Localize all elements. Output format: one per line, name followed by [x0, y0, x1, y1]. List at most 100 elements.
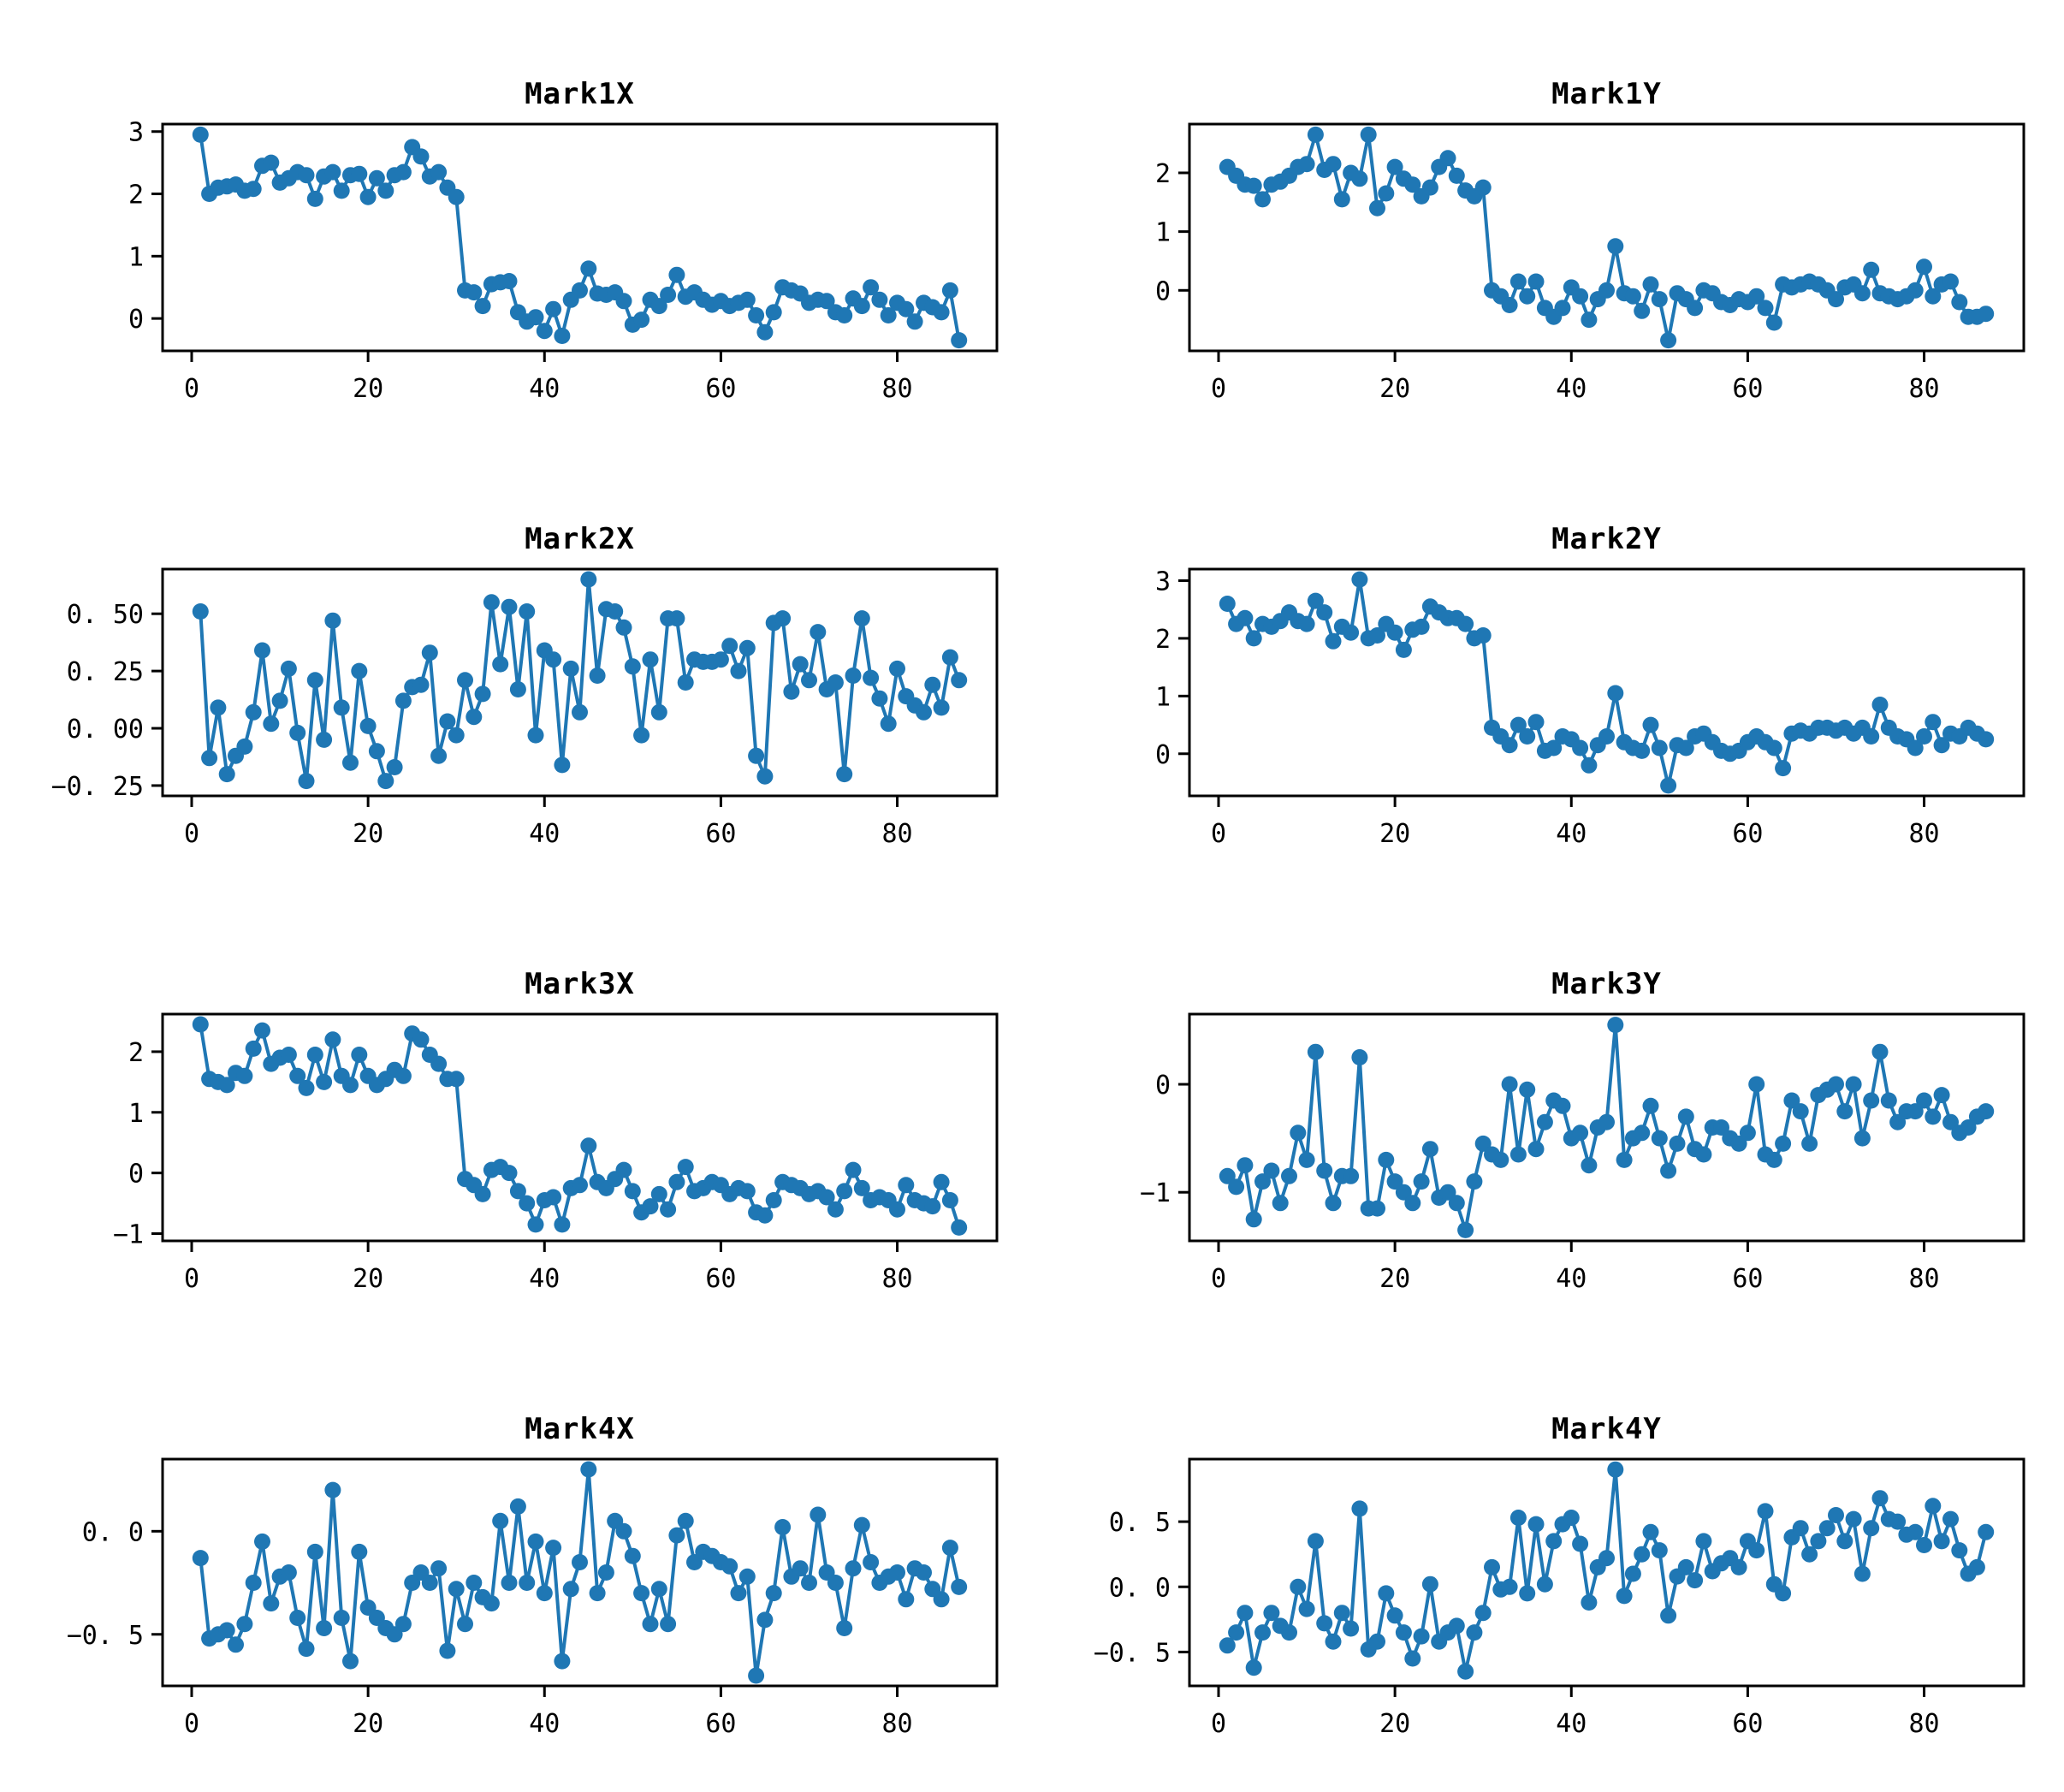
data-point-marker: [1581, 1157, 1598, 1174]
y-tick-label: −0. 25: [51, 772, 144, 802]
data-point-marker: [394, 692, 412, 709]
data-point-marker: [1748, 1542, 1765, 1559]
y-tick-label: 0: [1155, 1071, 1171, 1101]
data-point-marker: [1219, 1167, 1236, 1184]
data-point-marker: [527, 1533, 544, 1550]
data-point-marker: [1748, 1076, 1765, 1093]
data-point-marker: [792, 656, 809, 673]
data-point-marker: [1642, 1097, 1659, 1114]
data-point-marker: [1907, 1523, 1924, 1540]
data-point-marker: [483, 1595, 500, 1612]
data-point-marker: [1933, 1087, 1950, 1104]
data-point-marker: [1254, 191, 1271, 208]
plot-frame: [161, 1457, 999, 1688]
data-point-marker: [1519, 1081, 1536, 1098]
data-point-marker: [1307, 1533, 1324, 1550]
data-point-marker: [951, 1219, 968, 1236]
data-point-marker: [615, 293, 632, 310]
data-point-marker: [933, 699, 950, 716]
data-point-marker: [1951, 1542, 1968, 1559]
data-point-marker: [572, 703, 588, 721]
data-point-marker: [1421, 1141, 1438, 1158]
data-point-marker: [1942, 1510, 1959, 1528]
data-point-marker: [836, 1183, 853, 1200]
data-point-marker: [615, 1161, 632, 1178]
data-point-marker: [668, 266, 685, 283]
data-point-marker: [1978, 731, 1995, 748]
data-point-marker: [1554, 1097, 1571, 1114]
x-tick-label: 40: [1556, 374, 1587, 404]
data-point-marker: [1237, 609, 1254, 626]
data-point-marker: [1836, 1103, 1853, 1120]
data-point-marker: [439, 1642, 456, 1659]
data-point-marker: [572, 1554, 588, 1570]
data-point-marker: [1563, 1510, 1580, 1526]
data-point-marker: [1871, 1043, 1889, 1060]
data-point-marker: [1616, 1587, 1633, 1605]
data-point-marker: [333, 699, 350, 716]
data-point-marker: [1360, 126, 1377, 143]
data-point-marker: [668, 1173, 685, 1190]
y-tick-label: 0: [128, 305, 144, 335]
plot-title-mark3y: Mark3Y: [1551, 967, 1662, 1001]
data-point-marker: [1290, 1124, 1307, 1142]
data-point-marker: [342, 754, 359, 771]
data-point-marker: [1290, 1578, 1307, 1595]
data-point-marker: [836, 766, 853, 783]
data-point-marker: [1369, 627, 1385, 644]
data-point-marker: [1395, 1184, 1412, 1201]
data-point-marker: [624, 658, 641, 675]
data-point-marker: [359, 717, 377, 734]
data-point-marker: [342, 1653, 359, 1670]
data-point-marker: [1404, 176, 1421, 193]
data-point-marker: [421, 1575, 438, 1591]
data-point-marker: [554, 757, 571, 774]
data-point-marker: [1509, 1510, 1527, 1526]
data-point-marker: [1298, 1600, 1315, 1617]
data-point-marker: [1413, 1173, 1430, 1190]
data-point-marker: [289, 1610, 306, 1626]
data-point-marker: [765, 1192, 782, 1208]
data-point-marker: [1660, 332, 1677, 349]
data-point-marker: [1853, 285, 1871, 302]
data-point-marker: [1474, 1605, 1492, 1622]
data-point-marker: [359, 188, 377, 205]
data-point-marker: [1871, 697, 1889, 713]
data-point-marker: [1343, 1620, 1360, 1637]
data-point-marker: [827, 1575, 844, 1591]
data-point-marker: [827, 1201, 844, 1218]
data-point-marker: [642, 651, 659, 668]
data-point-marker: [677, 674, 694, 691]
data-point-marker: [1325, 156, 1342, 173]
data-point-marker: [1316, 1615, 1333, 1632]
y-tick-label: 0. 0: [82, 1517, 144, 1547]
data-point-marker: [1853, 1565, 1871, 1582]
data-point-marker: [1386, 1607, 1403, 1624]
data-point-marker: [1889, 1513, 1907, 1530]
data-point-marker: [377, 182, 394, 199]
mark4y-line-chart: −0. 5 0. 0 0. 5 0 20 40 60 80: [1094, 1457, 2025, 1739]
data-point-marker: [1607, 1017, 1624, 1034]
x-tick-label: 40: [1556, 1709, 1587, 1739]
y-tick-label: −0. 5: [1094, 1638, 1171, 1668]
data-point-marker: [527, 727, 544, 744]
data-point-marker: [1554, 300, 1571, 317]
data-point-marker: [597, 1564, 614, 1581]
data-point-marker: [192, 126, 209, 143]
data-point-marker: [192, 1016, 209, 1033]
data-point-marker: [1713, 1119, 1729, 1136]
data-point-marker: [1907, 282, 1924, 299]
data-point-marker: [351, 1047, 368, 1063]
x-tick-label: 60: [1732, 819, 1763, 849]
data-point-marker: [1907, 739, 1924, 757]
data-point-marker: [1413, 1628, 1430, 1645]
data-point-marker: [1783, 1092, 1800, 1109]
series-markers: [1219, 1017, 1995, 1238]
data-point-marker: [562, 1581, 579, 1598]
data-point-marker: [545, 651, 562, 668]
data-point-marker: [1660, 777, 1677, 794]
data-point-marker: [589, 1585, 606, 1602]
x-tick-label: 20: [353, 374, 383, 404]
data-point-marker: [412, 676, 430, 693]
